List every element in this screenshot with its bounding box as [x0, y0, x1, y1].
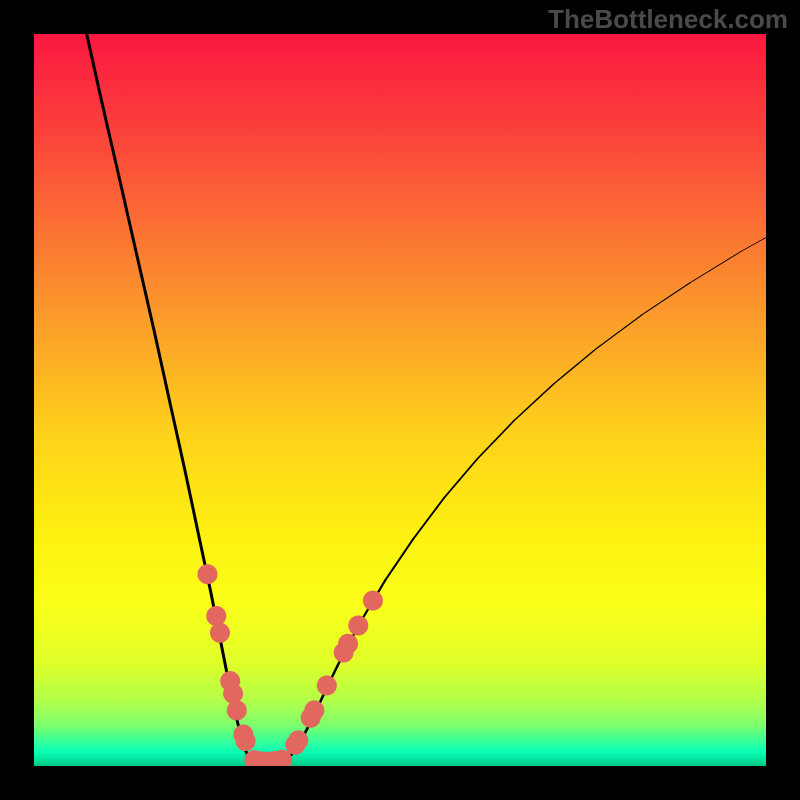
data-marker — [317, 676, 336, 695]
data-marker — [349, 616, 368, 635]
data-marker — [273, 750, 292, 766]
data-marker — [198, 565, 217, 584]
curve-right-arm — [285, 237, 766, 760]
data-marker — [227, 701, 246, 720]
data-marker — [207, 606, 226, 625]
curve-left-arm — [87, 34, 254, 762]
data-marker — [289, 731, 308, 750]
data-marker — [210, 623, 229, 642]
data-marker — [236, 732, 255, 751]
data-marker — [305, 701, 324, 720]
plot-area — [34, 34, 766, 766]
svg-layer — [34, 34, 766, 766]
chart-root: TheBottleneck.com — [0, 0, 800, 800]
data-marker — [363, 591, 382, 610]
watermark-label: TheBottleneck.com — [548, 4, 788, 35]
plot-frame — [0, 0, 800, 800]
data-marker — [224, 684, 243, 703]
data-marker — [339, 634, 358, 653]
